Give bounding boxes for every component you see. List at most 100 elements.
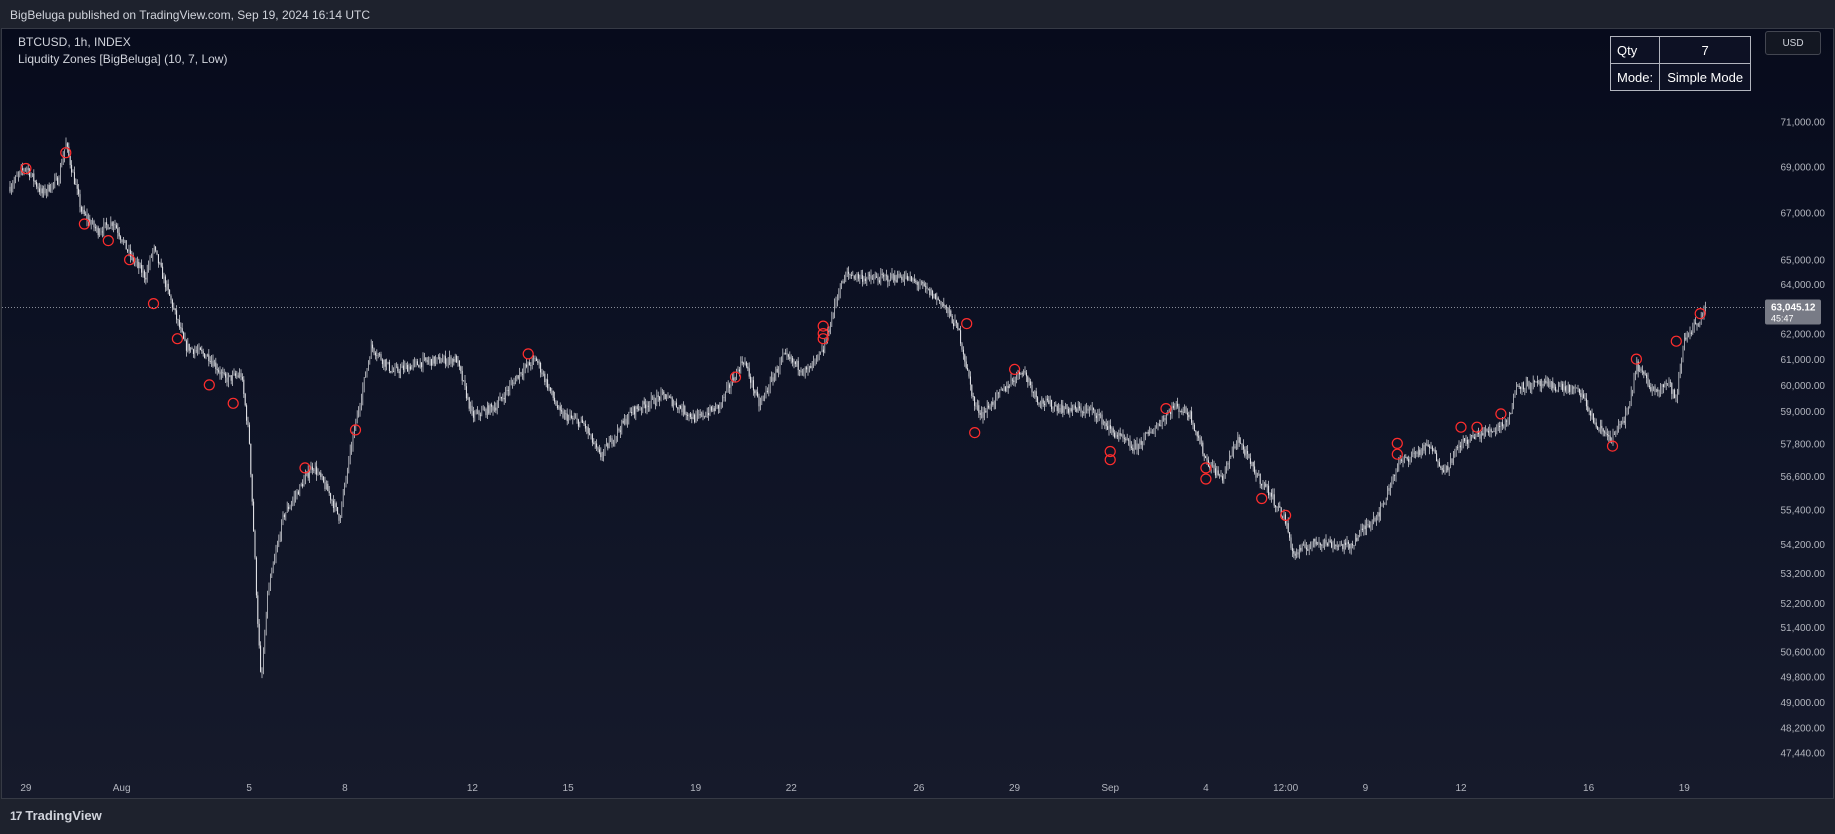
candle-body — [853, 275, 855, 279]
candle-body — [181, 328, 183, 333]
candle-body — [426, 360, 428, 362]
candle-body — [33, 173, 35, 182]
liquidity-marker — [1104, 445, 1116, 458]
y-tick-label: 67,000.00 — [1781, 208, 1826, 219]
candle-body — [1559, 386, 1561, 387]
candle-body — [1577, 387, 1579, 389]
candle-body — [164, 276, 166, 288]
indicator-info[interactable]: Liqudity Zones [BigBeluga] (10, 7, Low) — [18, 52, 228, 66]
candle-body — [1305, 547, 1307, 550]
candle-body — [488, 405, 490, 414]
x-tick-label: 4 — [1203, 783, 1209, 794]
chart-area[interactable]: 71,000.00 69,000.00 67,000.00 65,000.00 64,0… — [1, 28, 1834, 799]
candle-body — [1195, 430, 1197, 432]
publish-header: BigBeluga published on TradingView.com, … — [0, 0, 1835, 28]
candle-body — [141, 264, 143, 273]
candle-body — [1644, 373, 1646, 375]
candle-body — [1130, 446, 1132, 448]
liquidity-marker — [1670, 335, 1682, 347]
candle-body — [561, 410, 563, 412]
x-tick-label: 29 — [1009, 783, 1021, 794]
candle-body — [989, 407, 991, 409]
candle-body — [1105, 423, 1107, 427]
candle-body — [22, 168, 24, 170]
candle-body — [9, 186, 11, 192]
candle-body — [1459, 445, 1461, 448]
candle-body — [1643, 371, 1645, 374]
candle-body — [1520, 387, 1522, 389]
candle-body — [331, 499, 333, 501]
candle-body — [1107, 426, 1109, 430]
liquidity-marker — [60, 147, 72, 159]
candle-body — [1056, 405, 1058, 412]
candle-body — [587, 427, 589, 434]
price-chart[interactable]: 71,000.00 69,000.00 67,000.00 65,000.00 64,0… — [2, 29, 1833, 798]
candle-body — [1147, 431, 1149, 434]
candle-body — [458, 360, 460, 367]
candle-body — [1238, 437, 1240, 443]
candle-body — [327, 483, 329, 492]
candle-body — [1394, 474, 1396, 476]
candle-body — [439, 357, 441, 364]
tradingview-brand[interactable]: 17 TradingView — [10, 808, 102, 823]
candle-body — [968, 369, 970, 377]
candle-body — [913, 279, 915, 281]
candle-body — [517, 375, 519, 379]
candle-body — [1472, 435, 1474, 437]
candle-body — [218, 370, 220, 372]
candle-body — [1318, 542, 1320, 544]
y-tick-label: 54,200.00 — [1781, 540, 1826, 551]
candle-body — [534, 358, 536, 359]
candle-body — [1202, 442, 1204, 454]
candle-body — [747, 366, 749, 369]
candle-body — [776, 368, 778, 373]
candle-body — [472, 411, 474, 418]
candle-body — [380, 354, 382, 360]
candle-body — [1473, 437, 1475, 439]
candle-body — [1321, 544, 1323, 546]
currency-button[interactable]: USD — [1765, 31, 1821, 55]
candle-body — [1129, 440, 1131, 447]
candle-body — [1429, 446, 1431, 449]
candle-body — [1234, 446, 1236, 449]
candle-body — [806, 367, 808, 370]
x-tick-label: 22 — [786, 783, 798, 794]
candle-body — [1248, 453, 1250, 459]
candle-body — [1205, 456, 1207, 458]
candle-body — [619, 430, 621, 432]
candle-body — [507, 390, 509, 391]
candle-body — [156, 250, 158, 255]
candle-body — [547, 379, 549, 389]
candle-body — [967, 368, 969, 370]
candle-body — [125, 240, 127, 250]
candle-body — [950, 310, 952, 316]
candle-body — [1074, 405, 1076, 409]
publish-info: BigBeluga published on TradingView.com, … — [10, 8, 371, 22]
candle-body — [785, 353, 787, 354]
candle-body — [135, 261, 137, 263]
candle-body — [456, 356, 458, 363]
candle-body — [964, 354, 966, 362]
candle-body — [583, 423, 585, 424]
candle-body — [943, 303, 945, 306]
liquidity-marker — [227, 397, 239, 409]
candle-body — [1062, 405, 1064, 413]
candle-body — [162, 266, 164, 279]
candle-body — [633, 406, 635, 415]
candle-body — [169, 289, 171, 296]
candle-body — [1669, 382, 1671, 383]
candle-body — [1413, 452, 1415, 454]
candle-body — [733, 377, 735, 381]
candle-body — [1408, 459, 1410, 462]
candle-body — [794, 361, 796, 365]
candle-body — [1242, 444, 1244, 450]
candle-body — [1518, 385, 1520, 387]
candle-body — [1665, 383, 1667, 385]
candle-body — [223, 373, 225, 374]
candle-body — [1464, 438, 1466, 442]
candle-body — [255, 557, 257, 596]
candle-body — [745, 362, 747, 367]
candle-body — [1522, 382, 1524, 390]
candle-body — [222, 372, 224, 374]
symbol-info[interactable]: BTCUSD, 1h, INDEX — [18, 35, 131, 49]
